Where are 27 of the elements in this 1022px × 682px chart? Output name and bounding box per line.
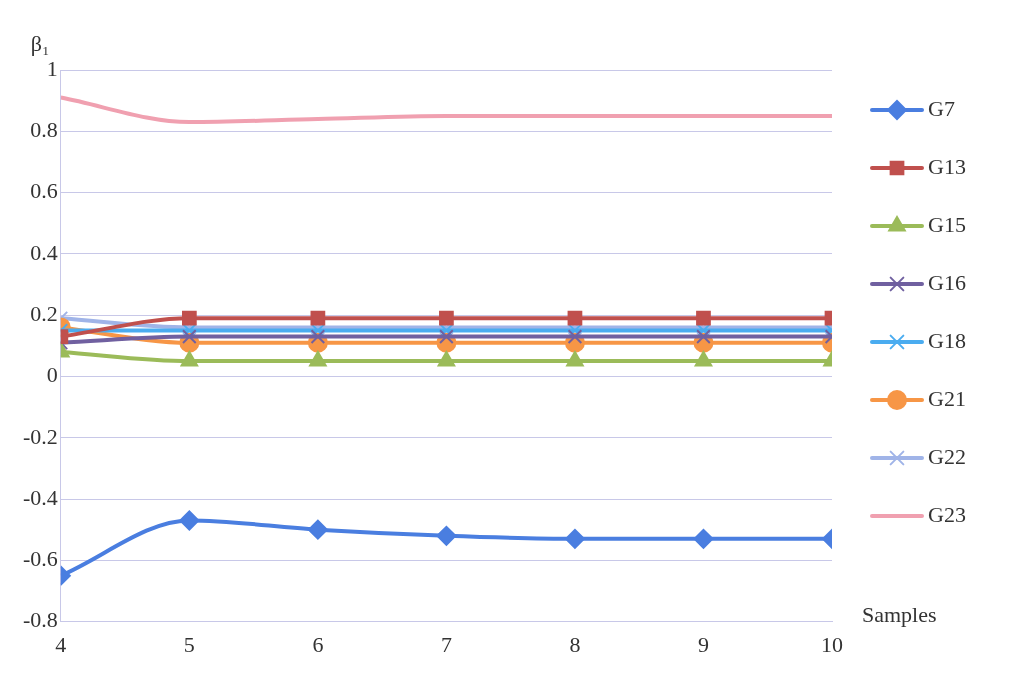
y-tick-label: 0.6 <box>30 178 58 204</box>
y-axis-title: β₁ <box>30 30 50 56</box>
y-tick-label: 1 <box>46 55 58 81</box>
x-tick-label: 4 <box>55 631 67 657</box>
y-tick-label: -0.8 <box>23 607 58 633</box>
legend-label: G22 <box>928 443 966 469</box>
legend-label: G21 <box>928 385 966 411</box>
x-tick-label: 6 <box>312 631 324 657</box>
y-tick-label: 0.2 <box>30 300 58 326</box>
y-tick-label: 0.4 <box>30 239 58 265</box>
x-tick-label: 8 <box>569 631 581 657</box>
legend-label: G16 <box>928 269 966 295</box>
y-tick-label: 0.8 <box>30 117 58 143</box>
y-tick-label: -0.2 <box>23 423 58 449</box>
y-tick-label: -0.4 <box>23 484 58 510</box>
legend-label: G15 <box>928 211 966 237</box>
y-tick-label: 0 <box>46 362 58 388</box>
legend-label: G18 <box>928 327 966 353</box>
legend-label: G23 <box>928 501 966 527</box>
x-axis-title: Samples <box>862 602 937 628</box>
x-tick-label: 10 <box>821 631 843 657</box>
y-tick-label: -0.6 <box>23 546 58 572</box>
legend-label: G13 <box>928 153 966 179</box>
x-tick-label: 5 <box>183 631 195 657</box>
x-tick-label: 9 <box>697 631 709 657</box>
legend-label: G7 <box>928 95 955 121</box>
x-tick-label: 7 <box>440 631 452 657</box>
